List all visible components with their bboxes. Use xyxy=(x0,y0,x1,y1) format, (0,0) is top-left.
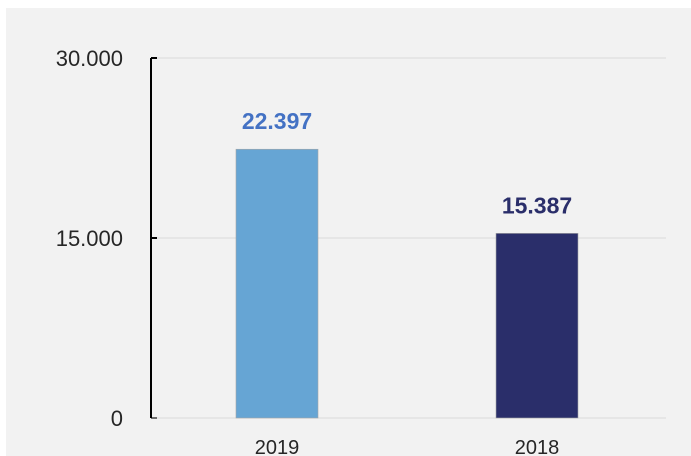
y-tick-label-2: 30.000 xyxy=(56,46,123,71)
bars xyxy=(235,148,579,419)
y-tick-label-0: 0 xyxy=(111,406,123,431)
x-category-label-2019: 2019 xyxy=(255,437,300,456)
data-label-2019: 22.397 xyxy=(242,108,312,134)
gridlines xyxy=(151,57,666,239)
x-category-label-2018: 2018 xyxy=(515,437,560,456)
data-labels: 22.397 15.387 xyxy=(242,108,572,218)
x-category-labels: 2019 2018 xyxy=(255,437,560,456)
bar-2018 xyxy=(495,233,579,419)
y-tick-label-1: 15.000 xyxy=(56,226,123,251)
bar-2019 xyxy=(235,148,319,419)
data-label-2018: 15.387 xyxy=(502,192,572,218)
y-tick-labels: 0 15.000 30.000 xyxy=(56,46,123,431)
